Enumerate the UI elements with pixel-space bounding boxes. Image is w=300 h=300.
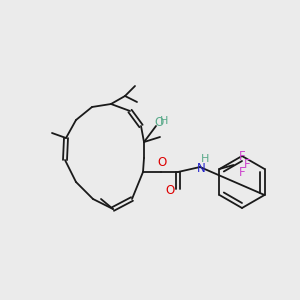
Text: F: F bbox=[239, 167, 246, 179]
Text: O: O bbox=[154, 116, 164, 130]
Text: O: O bbox=[158, 157, 166, 169]
Text: O: O bbox=[165, 184, 175, 197]
Text: N: N bbox=[196, 161, 206, 175]
Text: H: H bbox=[201, 154, 209, 164]
Text: H: H bbox=[160, 116, 168, 126]
Text: F: F bbox=[244, 158, 251, 172]
Text: F: F bbox=[239, 151, 246, 164]
